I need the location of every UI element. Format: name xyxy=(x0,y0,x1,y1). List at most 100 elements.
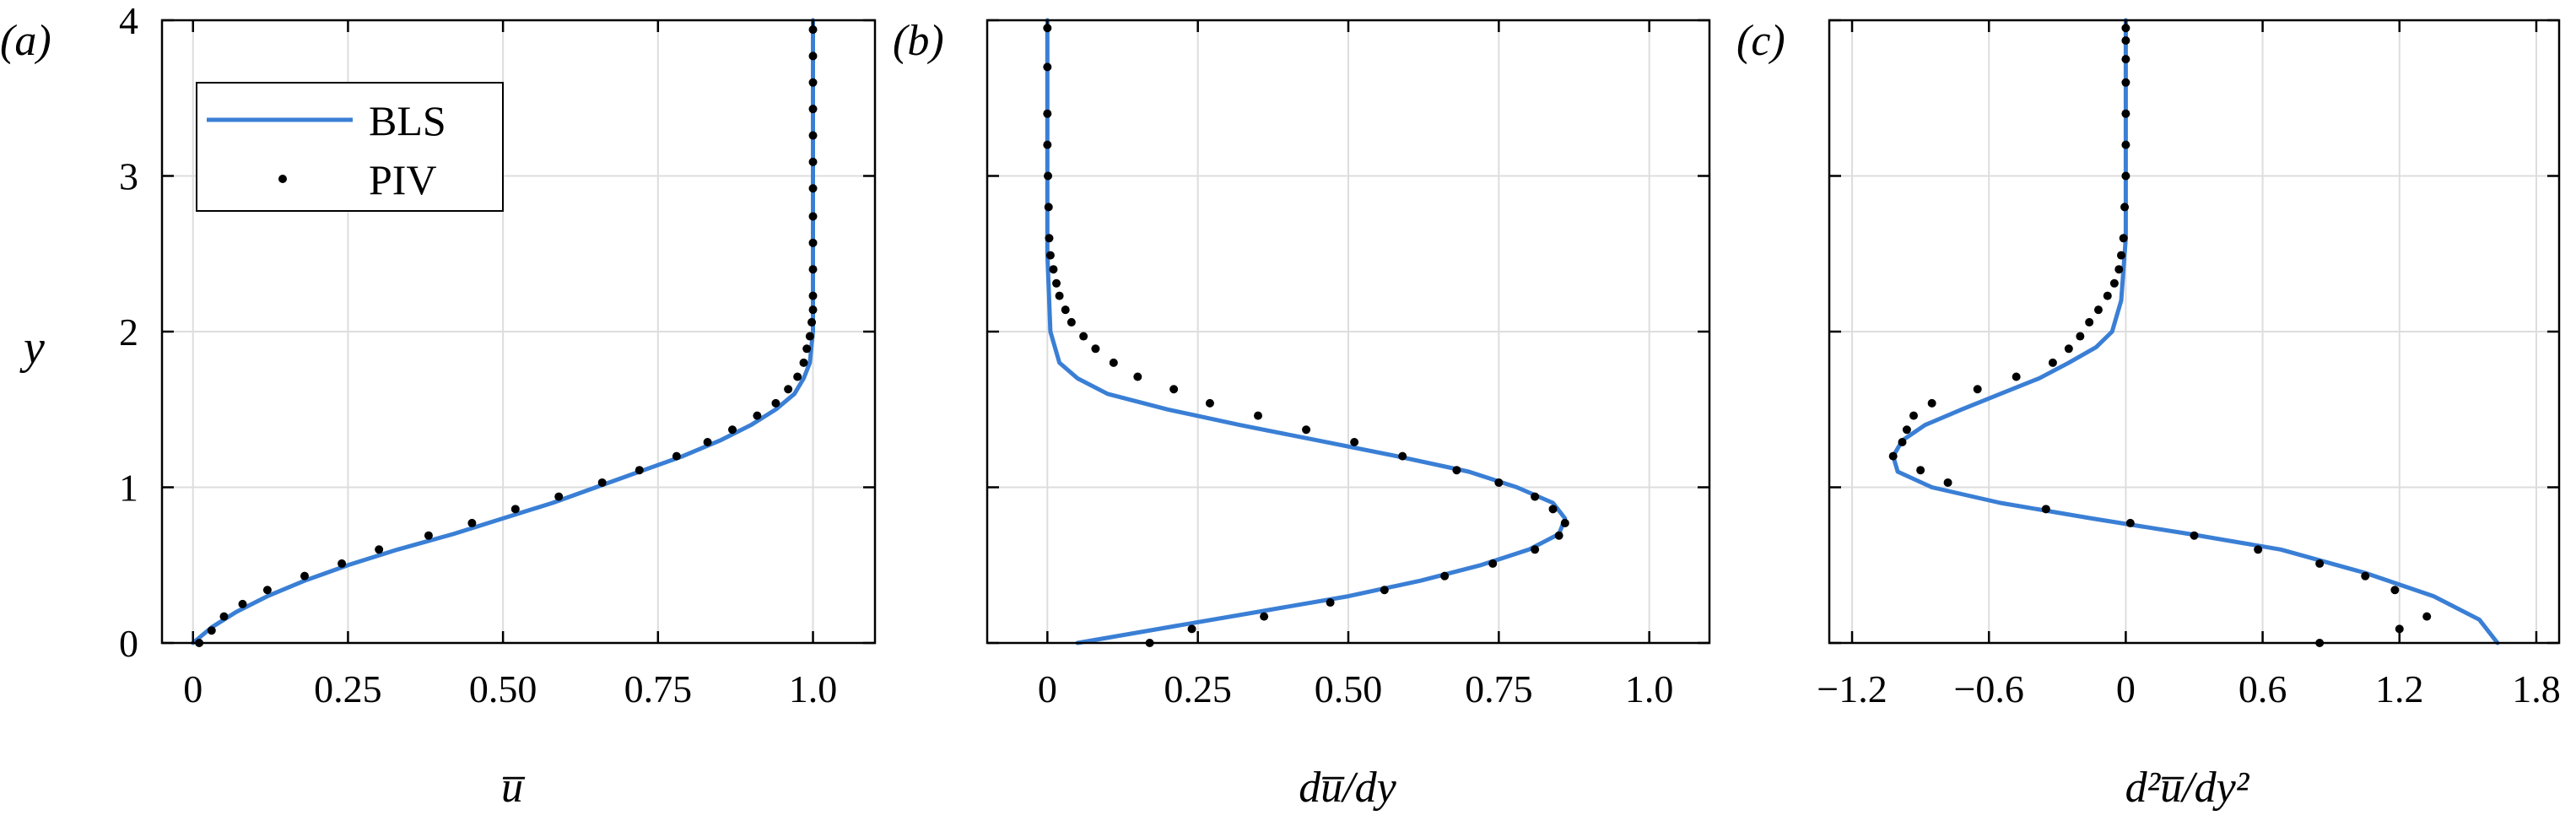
panel-label-b: (b) xyxy=(893,17,944,65)
x-tick-label-b-3: 0.75 xyxy=(1465,667,1533,710)
piv-point-b-17 xyxy=(1254,411,1262,420)
piv-point-c-3 xyxy=(2390,586,2400,595)
x-tick-label-c-0: −1.2 xyxy=(1817,667,1887,710)
piv-point-c-14 xyxy=(1902,425,1911,435)
piv-point-c-9 xyxy=(2041,505,2050,514)
piv-point-a-25 xyxy=(808,305,818,315)
x-tick-label-a-1: 0.25 xyxy=(314,667,382,710)
piv-point-c-4 xyxy=(2361,571,2370,581)
piv-point-b-12 xyxy=(1494,478,1504,487)
piv-point-b-1 xyxy=(1187,624,1196,634)
piv-point-b-22 xyxy=(1091,344,1100,354)
y-tick-label-a-1: 1 xyxy=(119,467,138,510)
piv-point-a-35 xyxy=(808,51,818,61)
piv-point-c-32 xyxy=(2121,109,2130,118)
piv-point-b-31 xyxy=(1044,203,1053,212)
piv-point-a-7 xyxy=(375,545,384,554)
piv-point-c-34 xyxy=(2121,55,2130,64)
piv-point-a-12 xyxy=(597,478,607,487)
piv-point-b-11 xyxy=(1531,492,1540,501)
piv-point-c-12 xyxy=(1888,451,1898,461)
piv-point-c-8 xyxy=(2125,518,2135,527)
x-tick-label-b-0: 0 xyxy=(1038,667,1057,710)
piv-point-a-9 xyxy=(467,518,477,527)
piv-point-a-26 xyxy=(808,291,818,300)
piv-point-a-24 xyxy=(807,317,817,327)
piv-point-b-24 xyxy=(1067,317,1076,327)
piv-point-b-5 xyxy=(1440,571,1450,581)
piv-point-c-21 xyxy=(2076,332,2085,341)
piv-point-c-23 xyxy=(2093,305,2103,315)
piv-point-a-20 xyxy=(793,372,802,381)
piv-point-b-16 xyxy=(1302,425,1311,435)
piv-point-a-34 xyxy=(808,78,818,87)
piv-point-a-16 xyxy=(728,425,737,435)
piv-point-a-15 xyxy=(703,437,712,446)
piv-point-c-33 xyxy=(2121,78,2130,87)
piv-point-c-22 xyxy=(2085,317,2094,327)
legend-label-piv: PIV xyxy=(369,156,437,203)
piv-point-b-13 xyxy=(1452,466,1461,475)
piv-point-b-19 xyxy=(1169,385,1179,394)
piv-point-c-27 xyxy=(2117,251,2125,260)
x-tick-label-b-4: 1.0 xyxy=(1625,667,1674,710)
piv-point-a-21 xyxy=(799,358,808,367)
x-tick-label-c-2: 0 xyxy=(2116,667,2136,710)
x-tick-label-a-2: 0.50 xyxy=(469,667,537,710)
panel-label-c: (c) xyxy=(1736,17,1785,65)
piv-point-c-29 xyxy=(2120,203,2130,212)
x-tick-label-c-4: 1.2 xyxy=(2375,667,2424,710)
piv-point-b-23 xyxy=(1079,332,1088,341)
y-tick-label-a-0: 0 xyxy=(119,622,138,665)
piv-point-b-29 xyxy=(1045,251,1055,260)
piv-point-a-29 xyxy=(808,212,818,221)
piv-point-a-10 xyxy=(510,505,520,514)
piv-point-c-19 xyxy=(2048,358,2057,367)
legend: BLS PIV xyxy=(196,82,504,212)
piv-point-c-30 xyxy=(2121,171,2130,181)
piv-point-a-3 xyxy=(238,599,247,608)
piv-point-a-1 xyxy=(207,626,216,635)
piv-point-c-24 xyxy=(2103,291,2112,300)
piv-point-b-35 xyxy=(1043,62,1052,72)
piv-point-c-5 xyxy=(2315,559,2325,568)
piv-point-a-8 xyxy=(424,531,433,540)
x-tick-label-a-0: 0 xyxy=(183,667,203,710)
x-axis-label-c: d²u̅/dy² xyxy=(2125,764,2250,812)
piv-point-c-18 xyxy=(2012,372,2021,381)
piv-point-a-5 xyxy=(300,571,309,581)
piv-point-b-26 xyxy=(1055,291,1064,300)
x-axis-label-b: du̅/dy xyxy=(1299,764,1396,812)
piv-point-a-4 xyxy=(262,586,272,595)
series-line-bls-a xyxy=(191,18,815,645)
piv-point-b-32 xyxy=(1044,171,1053,181)
legend-label-bls: BLS xyxy=(369,97,446,144)
piv-point-b-33 xyxy=(1043,140,1052,149)
piv-point-a-22 xyxy=(802,344,812,354)
piv-point-c-20 xyxy=(2064,344,2073,354)
piv-point-a-18 xyxy=(771,398,780,408)
y-tick-label-a-4: 4 xyxy=(119,0,138,42)
x-tick-label-b-1: 0.25 xyxy=(1164,667,1232,710)
piv-point-a-30 xyxy=(808,184,818,193)
piv-point-a-32 xyxy=(808,131,818,140)
panel-b: 0 0.25 0.50 0.75 1.0 xyxy=(986,18,1711,710)
piv-point-c-35 xyxy=(2121,35,2130,45)
piv-point-a-23 xyxy=(805,332,814,341)
piv-point-c-28 xyxy=(2119,234,2128,243)
piv-point-a-19 xyxy=(784,385,793,394)
piv-point-c-6 xyxy=(2254,545,2263,554)
piv-point-c-2 xyxy=(2422,612,2432,621)
panel-c: −1.2 −0.6 0 0.6 1.2 1.8 xyxy=(1817,18,2561,710)
piv-point-b-30 xyxy=(1045,234,1054,243)
piv-point-c-13 xyxy=(1898,437,1907,446)
piv-point-c-11 xyxy=(1916,466,1925,475)
x-tick-label-a-4: 1.0 xyxy=(789,667,838,710)
piv-point-c-26 xyxy=(2114,265,2124,274)
piv-point-b-9 xyxy=(1560,518,1569,527)
piv-point-b-21 xyxy=(1109,358,1118,367)
piv-point-b-15 xyxy=(1350,437,1359,446)
piv-point-a-31 xyxy=(808,157,818,166)
piv-point-b-18 xyxy=(1205,398,1214,408)
piv-point-b-8 xyxy=(1554,531,1563,540)
